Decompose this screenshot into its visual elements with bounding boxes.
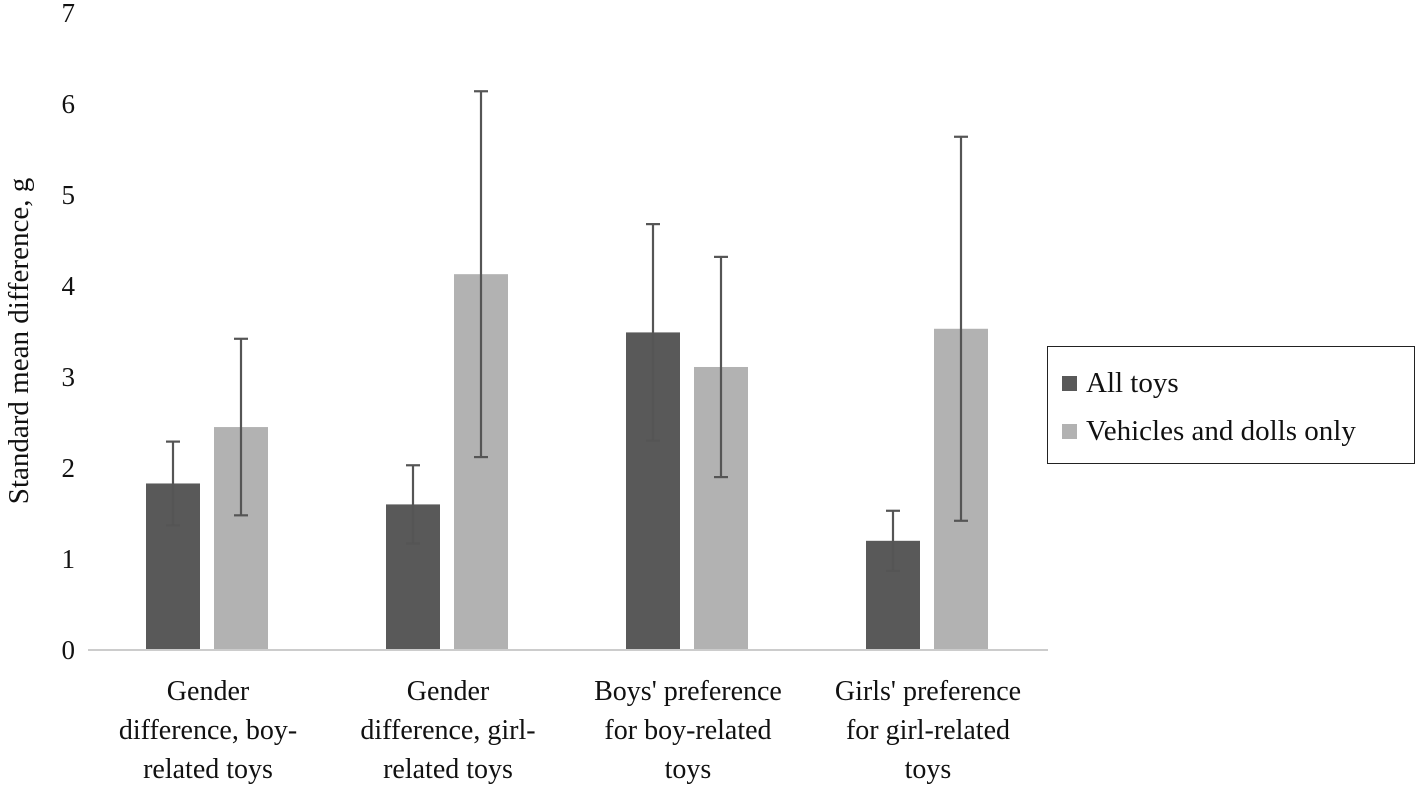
y-tick-label: 4 xyxy=(62,271,76,301)
y-tick-label: 5 xyxy=(62,180,76,210)
category-label: Girls' preference xyxy=(835,676,1021,707)
y-tick-label: 2 xyxy=(62,453,76,483)
legend-label-all-toys: All toys xyxy=(1086,367,1179,399)
legend: All toys Vehicles and dolls only xyxy=(1047,346,1415,464)
category-label: Boys' preference xyxy=(594,676,782,707)
y-tick-label: 0 xyxy=(62,635,76,665)
y-tick-label: 1 xyxy=(62,544,76,574)
bars-group xyxy=(146,274,988,650)
category-labels: Gender difference, boy-related toys Gender… xyxy=(119,676,1021,785)
y-axis-title: Standard mean difference, g xyxy=(3,178,35,504)
category-label: Gender xyxy=(167,676,250,707)
y-axis-label-group: Standard mean difference, g xyxy=(3,178,35,504)
category-label: for girl-related xyxy=(846,715,1010,746)
legend-swatch-vehicles-dolls xyxy=(1062,424,1077,439)
category-label: related toys xyxy=(143,754,273,785)
category-label: for boy-related xyxy=(604,715,771,746)
category-label: toys xyxy=(905,754,952,785)
legend-item-all-toys: All toys xyxy=(1062,367,1179,400)
category-label: difference, boy- xyxy=(119,715,297,746)
y-axis-ticks: 0 1 2 3 4 5 6 7 xyxy=(62,0,76,665)
category-label: related toys xyxy=(383,754,513,785)
legend-swatch-all-toys xyxy=(1062,376,1077,391)
category-label: difference, girl- xyxy=(360,715,535,746)
legend-label-vehicles-dolls: Vehicles and dolls only xyxy=(1086,415,1356,447)
y-tick-label: 3 xyxy=(62,362,76,392)
y-tick-label: 6 xyxy=(62,89,76,119)
error-bars-group xyxy=(166,90,968,572)
y-tick-label: 7 xyxy=(62,0,76,28)
category-label: Gender xyxy=(407,676,490,707)
category-label: toys xyxy=(665,754,712,785)
legend-item-vehicles-dolls: Vehicles and dolls only xyxy=(1062,415,1356,448)
